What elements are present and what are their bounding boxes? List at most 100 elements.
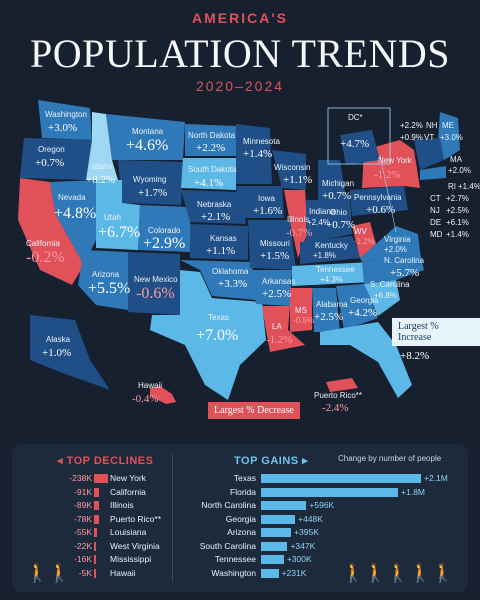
label-vt-name: VT [424, 133, 434, 142]
label-mn-val: +1.4% [243, 148, 272, 160]
label-ma-val: +2.0% [448, 166, 471, 175]
state-mo [248, 220, 296, 270]
gain-row: Arizona +395K [182, 526, 462, 539]
state-nv [50, 180, 96, 265]
label-ri-name: RI [448, 182, 456, 191]
label-la-name: LA [272, 322, 282, 331]
state-ga [336, 284, 378, 330]
state-me [438, 112, 460, 160]
label-nc-val: +5.7% [390, 267, 419, 279]
label-nm-name: New Mexico [134, 275, 178, 284]
state-ne [181, 190, 246, 224]
state-wa [38, 100, 92, 140]
gains-heading: TOP GAINS ▸ [234, 454, 308, 467]
declines-heading: ◂ TOP DECLINES [57, 454, 153, 467]
label-id-val: +8.2% [86, 174, 115, 186]
state-vt-nh [414, 138, 444, 170]
label-de-name: DE [430, 218, 441, 227]
state-mn [236, 124, 272, 184]
label-wa-val: +3.0% [48, 122, 77, 134]
legend-largest-increase: Largest % Increase [392, 318, 480, 346]
state-in [306, 200, 322, 242]
label-ar-val: +2.5% [262, 288, 291, 300]
decline-change: -5K [78, 567, 92, 578]
label-va-name: Virginia [384, 235, 411, 244]
label-wv-val: -1.2% [354, 237, 375, 246]
label-va-val: +2.0% [384, 245, 407, 254]
gain-state: Georgia [225, 513, 256, 524]
state-ia [236, 186, 284, 218]
label-al-name: Alabama [316, 300, 348, 309]
legend-largest-decrease: Largest % Decrease [208, 402, 300, 419]
state-fl [320, 322, 412, 398]
state-tx [150, 270, 266, 400]
state-pa [350, 186, 408, 216]
gain-row: Washington +231K [182, 567, 462, 580]
us-map: Washington +3.0% Oregon +0.7% Idaho +8.2… [18, 100, 480, 414]
gain-row: Texas +2.1M [182, 472, 462, 485]
year-range: 2020–2024 [195, 78, 285, 94]
decline-change: -89K [74, 500, 92, 510]
label-md-val: +1.4% [446, 230, 469, 239]
label-ne-val: +2.1% [201, 211, 230, 223]
state-wi [272, 150, 306, 190]
state-co [138, 205, 190, 252]
decline-state: Illinois [110, 500, 134, 510]
label-wi-val: +1.1% [283, 174, 312, 186]
label-ia-val: +1.6% [253, 205, 282, 217]
label-mo-name: Missouri [260, 239, 290, 248]
decline-state: Louisiana [110, 527, 147, 537]
state-ak [30, 315, 110, 390]
gain-change: +1.8M [401, 486, 426, 497]
label-wy-name: Wyoming [133, 175, 166, 184]
state-ar [252, 270, 292, 306]
gain-bar [261, 555, 284, 564]
label-tx-val: +7.0% [196, 327, 238, 344]
decline-bar [94, 555, 96, 564]
label-ga-name: Georgia [350, 296, 379, 305]
decline-state: Mississippi [110, 554, 152, 564]
label-nh-val: +2.2% [400, 121, 423, 130]
decline-row: -16K Mississippi [50, 553, 170, 566]
decline-change: -55K [74, 527, 92, 537]
label-ak-val: +1.0% [42, 347, 71, 359]
gain-state: Washington [211, 567, 256, 578]
label-ga-val: +4.2% [348, 307, 377, 319]
label-fl-val: +8.2% [400, 350, 429, 362]
state-ky [300, 236, 362, 264]
panel-divider [172, 454, 173, 582]
label-mt-name: Montana [132, 127, 164, 136]
label-ky-name: Kentucky [315, 241, 348, 250]
state-az [78, 250, 128, 310]
decline-bar [94, 528, 98, 537]
decline-state: Hawaii [110, 567, 136, 578]
state-or [20, 138, 92, 180]
gain-bar [261, 501, 307, 510]
gain-bar [261, 528, 292, 537]
label-or-name: Oregon [38, 145, 65, 154]
state-ok [180, 260, 256, 300]
label-tx-name: Texas [208, 313, 229, 322]
label-ct-val: +2.7% [446, 194, 469, 203]
decline-state: California [110, 486, 146, 497]
label-wi-name: Wisconsin [274, 163, 310, 172]
dc-leader [379, 154, 397, 233]
gain-row: South Carolina +347K [182, 540, 462, 553]
state-ca [18, 178, 84, 285]
state-hi [150, 386, 176, 404]
label-il-name: Illinois [287, 215, 309, 224]
label-ky-val: +1.8% [313, 251, 336, 260]
dc-inset-frame [327, 107, 391, 165]
decline-state: Puerto Rico** [110, 513, 162, 524]
label-dc-val: +4.7% [340, 138, 369, 150]
label-tn-name: Tennessee [316, 265, 355, 274]
state-pr [326, 378, 358, 392]
state-va [360, 226, 420, 262]
gain-change: +395K [294, 527, 319, 537]
label-ny-val: -1.2% [374, 169, 401, 181]
people-figures-left-icon: 🚶🚶 [26, 563, 71, 583]
declines-heading-label: TOP DECLINES [66, 455, 154, 467]
gain-state: Texas [233, 473, 256, 483]
label-sc-val: +6.8% [374, 291, 397, 300]
